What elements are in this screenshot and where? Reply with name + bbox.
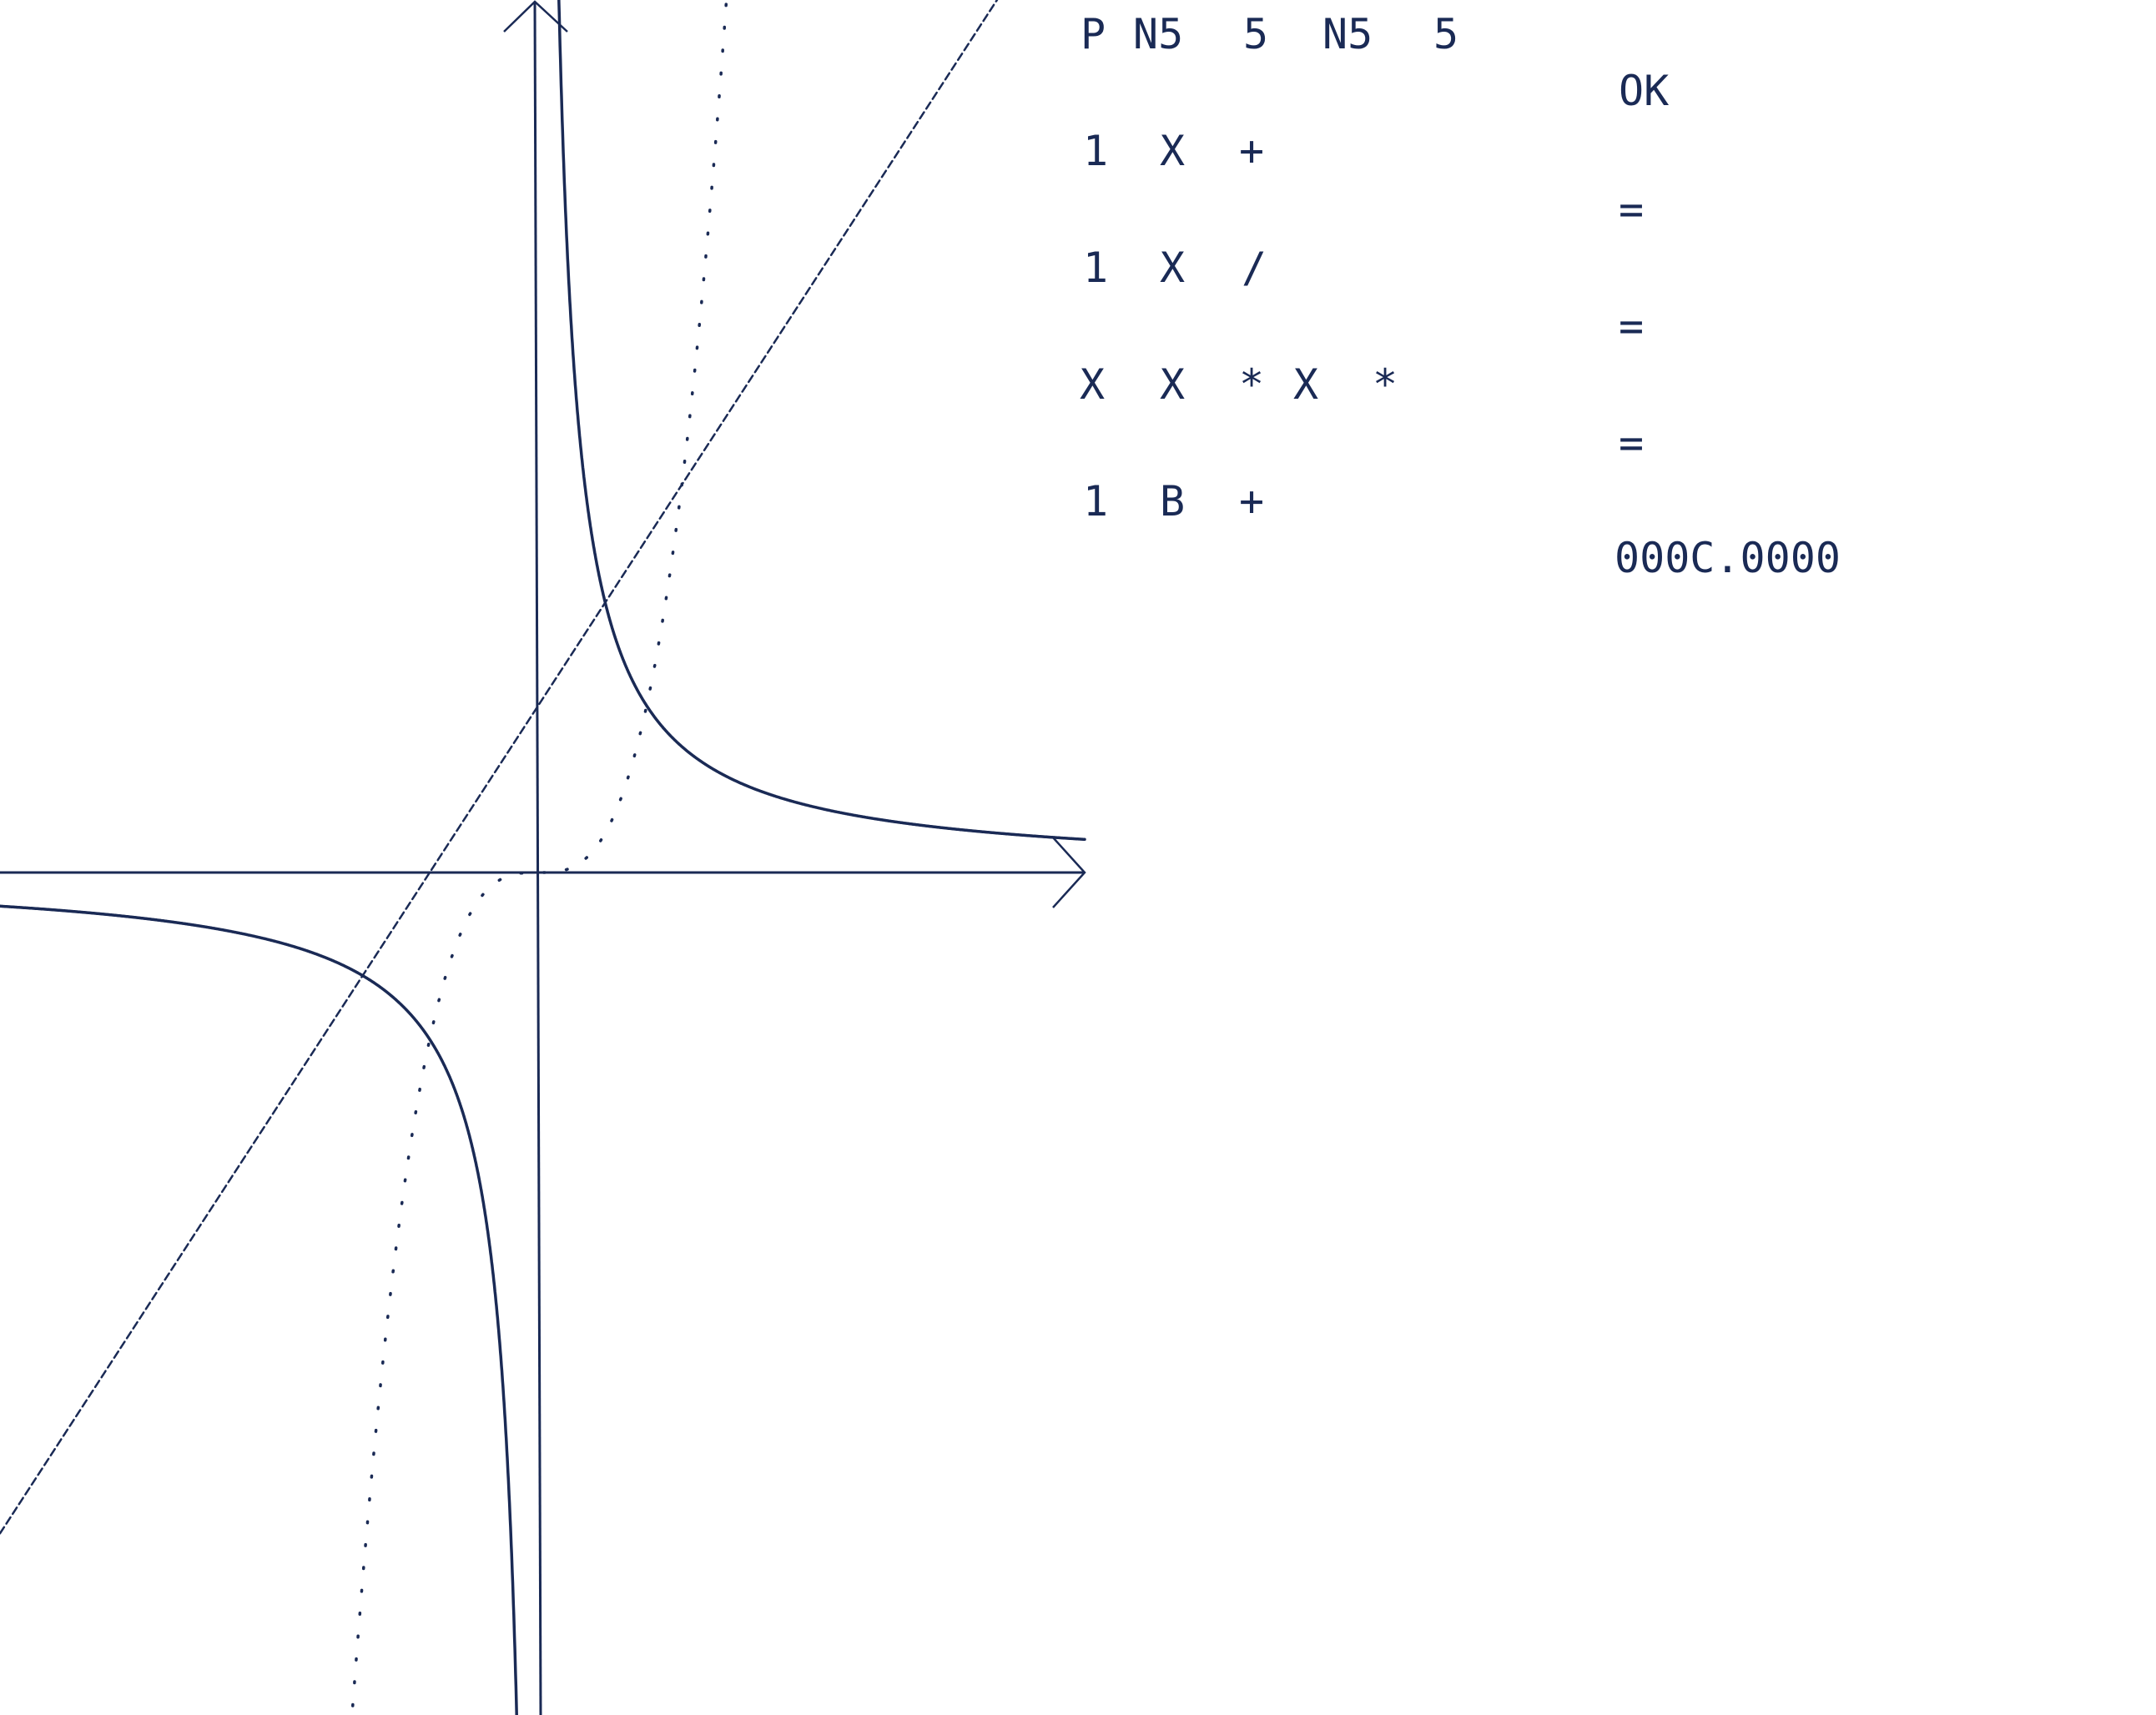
command-token: *	[1239, 360, 1264, 409]
response-text: =	[1619, 185, 1644, 234]
y-axis	[503, 0, 568, 1715]
series-1-curve	[0, 0, 999, 1535]
command-token: X	[1160, 244, 1185, 292]
response-text: OK	[1619, 67, 1669, 115]
command-token: B	[1160, 477, 1185, 526]
command-token: X	[1160, 127, 1185, 175]
series-2-curve-branch-1	[0, 904, 518, 1715]
console-responses: OK = = = 000C.0000	[1614, 67, 1841, 582]
command-token: X	[1160, 360, 1185, 409]
response-text: 000C.0000	[1614, 534, 1841, 582]
command-token: N5	[1322, 10, 1373, 58]
console-commands: P N5 5 N5 5 1 X + 1 X / X X * X * 1 B +	[1080, 10, 1458, 526]
command-token: X	[1080, 360, 1105, 409]
command-token: X	[1293, 360, 1318, 409]
command-token: *	[1373, 360, 1398, 409]
plot-curves	[0, 0, 1086, 1715]
command-token: +	[1239, 477, 1264, 526]
response-text: =	[1619, 302, 1644, 350]
response-text: =	[1619, 419, 1644, 467]
command-token: 1	[1083, 477, 1108, 526]
x-axis-arrowhead	[1052, 837, 1086, 908]
series-2-curve-branch-2	[557, 0, 1086, 842]
command-token: 1	[1083, 127, 1108, 175]
command-token: 5	[1433, 10, 1458, 58]
y-axis-arrowhead	[503, 0, 568, 33]
command-token: P	[1081, 10, 1106, 58]
command-token: 1	[1083, 244, 1108, 292]
y-axis-line	[533, 1, 542, 1715]
command-token: +	[1239, 127, 1264, 175]
command-token: /	[1242, 244, 1267, 292]
command-token: 5	[1243, 10, 1268, 58]
command-token: N5	[1133, 10, 1183, 58]
